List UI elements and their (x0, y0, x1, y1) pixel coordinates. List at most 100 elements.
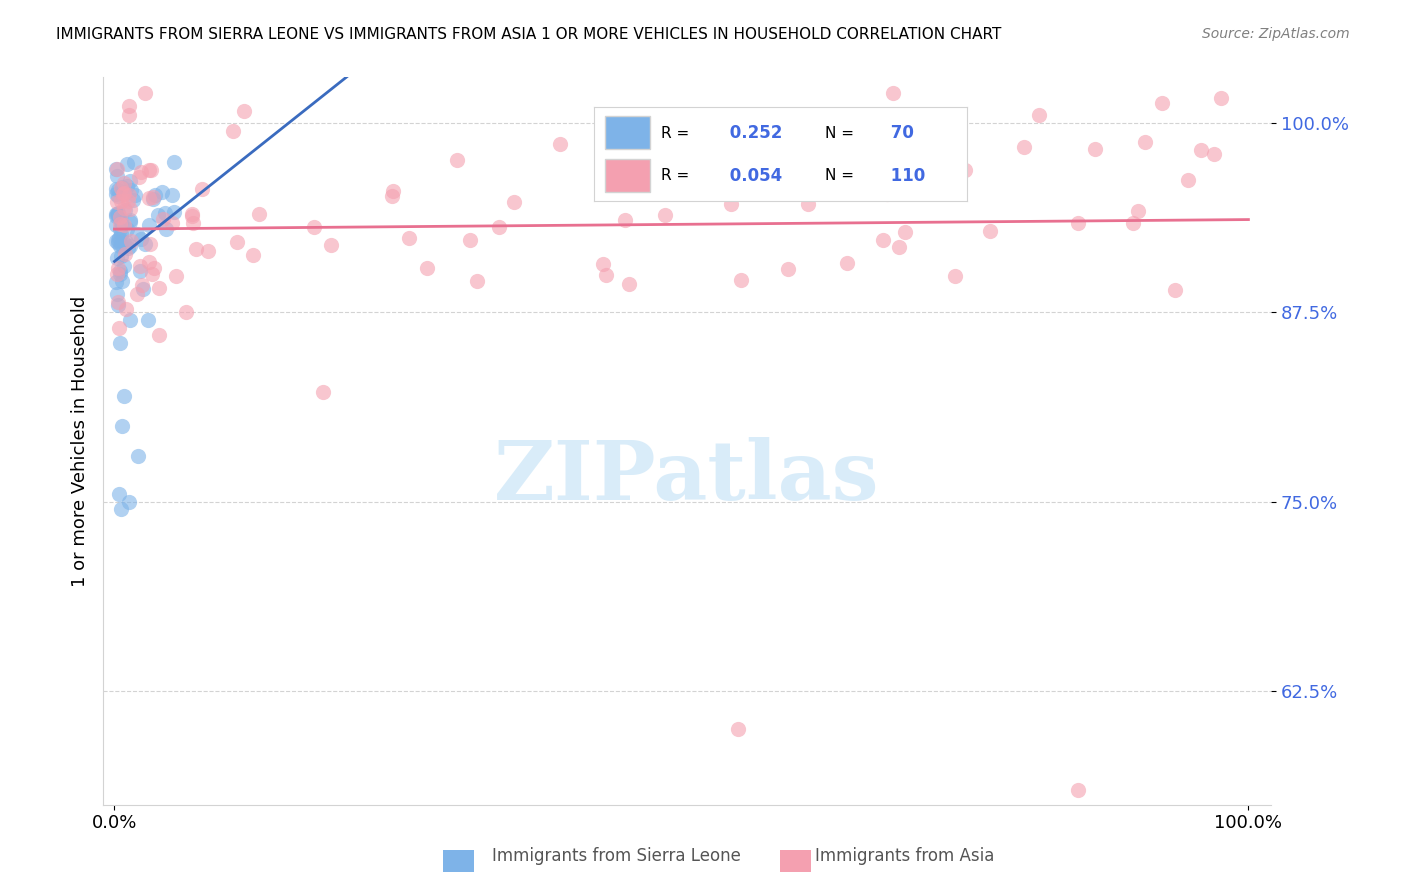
Point (160, 187, 183, 202)
Point (138, 313, 160, 327)
Point (1083, 142, 1105, 156)
Point (880, 167, 903, 181)
Point (107, 298, 129, 312)
Point (180, 207, 202, 221)
Point (117, 108, 139, 122)
Point (115, 157, 138, 171)
Point (1067, 216, 1090, 230)
Point (115, 235, 138, 249)
Point (138, 219, 160, 233)
Point (118, 98, 141, 112)
Point (321, 238, 343, 252)
Point (184, 243, 207, 257)
Point (107, 206, 129, 220)
Point (1209, 91, 1232, 105)
Point (727, 722, 749, 736)
Point (595, 268, 617, 282)
Point (1133, 135, 1156, 149)
Point (142, 190, 165, 204)
Point (503, 195, 526, 210)
Point (122, 193, 145, 207)
Point (191, 182, 214, 196)
Point (104, 235, 127, 249)
Point (953, 163, 976, 178)
Point (107, 183, 129, 197)
Y-axis label: 1 or more Vehicles in Household: 1 or more Vehicles in Household (72, 295, 89, 587)
Point (138, 255, 160, 269)
Point (112, 187, 135, 202)
Point (727, 182, 749, 196)
Point (141, 162, 163, 177)
Point (131, 277, 153, 292)
Point (153, 206, 176, 220)
Point (465, 274, 488, 288)
Point (120, 312, 142, 326)
Point (108, 487, 131, 501)
Point (118, 173, 141, 187)
Point (108, 218, 131, 232)
Point (129, 259, 152, 273)
Point (122, 155, 145, 169)
Point (134, 86, 156, 100)
Point (143, 261, 166, 276)
Point (835, 256, 858, 270)
Point (128, 170, 150, 185)
Point (882, 86, 904, 100)
Point (114, 202, 136, 217)
Point (110, 264, 132, 278)
Text: Source: ZipAtlas.com: Source: ZipAtlas.com (1202, 27, 1350, 41)
Point (488, 219, 510, 234)
Point (107, 235, 129, 250)
Point (381, 184, 404, 198)
Point (1122, 216, 1144, 230)
Point (105, 207, 128, 221)
Point (247, 207, 270, 221)
Point (107, 320, 129, 334)
Point (943, 268, 966, 283)
Point (197, 244, 219, 258)
Point (107, 231, 129, 245)
Point (894, 225, 917, 239)
Point (180, 209, 202, 223)
Point (110, 181, 132, 195)
Point (381, 189, 404, 203)
Point (105, 194, 128, 209)
Point (458, 233, 481, 247)
Point (148, 281, 170, 295)
Point (806, 132, 828, 146)
Point (1177, 173, 1199, 187)
Text: ZIPatlas: ZIPatlas (495, 437, 880, 517)
Point (104, 182, 127, 196)
Point (181, 216, 204, 230)
Point (226, 235, 249, 249)
Point (617, 277, 640, 292)
Point (163, 154, 186, 169)
Point (152, 211, 174, 226)
Point (104, 162, 127, 177)
Point (730, 273, 752, 287)
Point (108, 268, 131, 282)
Point (117, 194, 139, 208)
Point (105, 275, 128, 289)
Point (150, 186, 173, 200)
Point (112, 259, 135, 273)
Point (112, 389, 135, 403)
Point (108, 211, 131, 225)
Point (128, 264, 150, 278)
Point (312, 385, 335, 400)
Point (860, 185, 883, 199)
Point (242, 248, 264, 262)
Point (110, 236, 132, 251)
Point (127, 287, 149, 301)
Point (110, 194, 132, 209)
Point (129, 165, 152, 179)
Point (1150, 95, 1173, 110)
Point (105, 207, 128, 221)
Point (125, 227, 148, 242)
Point (111, 418, 134, 433)
Point (155, 222, 177, 236)
Point (131, 282, 153, 296)
Point (134, 237, 156, 252)
Point (117, 241, 139, 255)
Point (302, 220, 325, 235)
